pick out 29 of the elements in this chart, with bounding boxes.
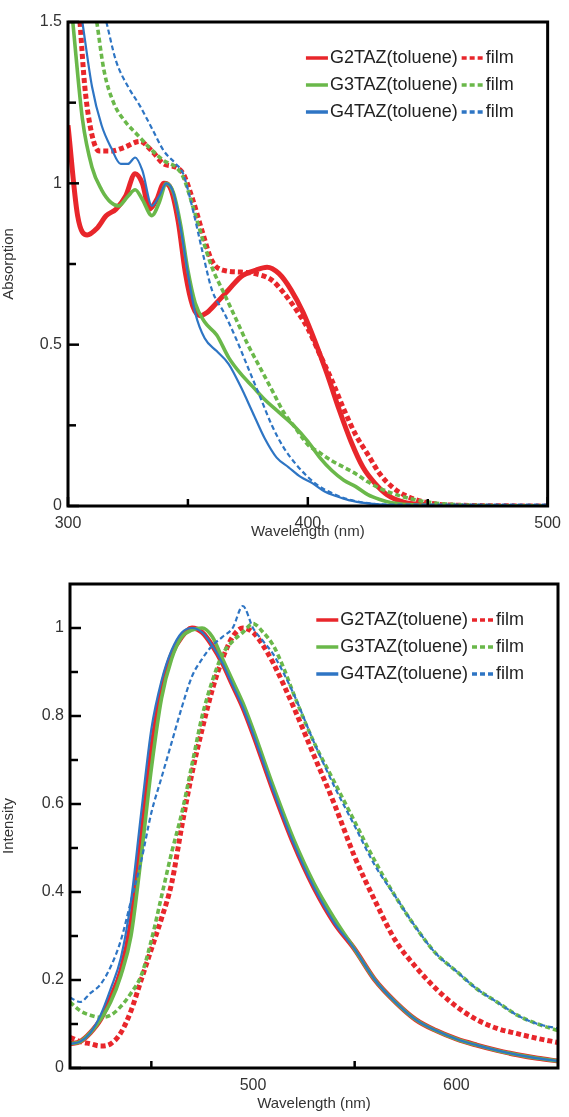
x-tick-label: 600 (442, 1076, 470, 1094)
y-tick-label: 0.6 (41, 794, 65, 812)
y-tick-label: 0.2 (41, 970, 65, 988)
legend-label: film (485, 73, 514, 94)
y-tick-label: 1 (55, 618, 65, 636)
legend-label: film (485, 100, 514, 121)
legend-label: G3TAZ(toluene) (340, 635, 469, 656)
legend-label: G4TAZ(toluene) (340, 662, 469, 683)
legend-label: film (496, 635, 525, 656)
legend-label: film (485, 46, 514, 67)
y-axis-title: Absorption (0, 228, 17, 300)
y-tick-label: 0.4 (41, 882, 65, 900)
legend-label: G4TAZ(toluene) (329, 100, 458, 121)
y-tick-label: 0 (55, 1058, 65, 1076)
y-tick-label: 0 (53, 496, 63, 514)
x-axis-title: Wavelength (nm) (257, 1094, 371, 1112)
legend-label: G2TAZ(toluene) (329, 46, 458, 67)
legend-label: G2TAZ(toluene) (340, 608, 469, 629)
y-axis-title: Intensity (0, 797, 17, 854)
y-tick-label: 1.5 (39, 12, 63, 30)
x-tick-label: 500 (534, 514, 562, 532)
legend-label: film (496, 662, 525, 683)
x-tick-label: 500 (239, 1076, 267, 1094)
y-tick-label: 0.5 (39, 335, 63, 353)
x-tick-label: 300 (54, 514, 82, 532)
y-tick-label: 0.8 (41, 706, 65, 724)
y-tick-label: 1 (53, 173, 63, 191)
legend-label: film (496, 608, 525, 629)
legend-label: G3TAZ(toluene) (329, 73, 458, 94)
